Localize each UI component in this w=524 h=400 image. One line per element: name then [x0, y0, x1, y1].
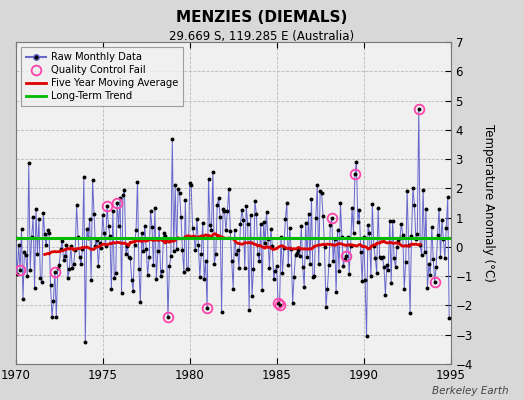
Text: Berkeley Earth: Berkeley Earth — [432, 386, 508, 396]
Legend: Raw Monthly Data, Quality Control Fail, Five Year Moving Average, Long-Term Tren: Raw Monthly Data, Quality Control Fail, … — [21, 47, 183, 106]
Text: MENZIES (DIEMALS): MENZIES (DIEMALS) — [176, 10, 348, 25]
Y-axis label: Temperature Anomaly (°C): Temperature Anomaly (°C) — [482, 124, 495, 282]
Text: 29.669 S, 119.285 E (Australia): 29.669 S, 119.285 E (Australia) — [169, 30, 355, 43]
